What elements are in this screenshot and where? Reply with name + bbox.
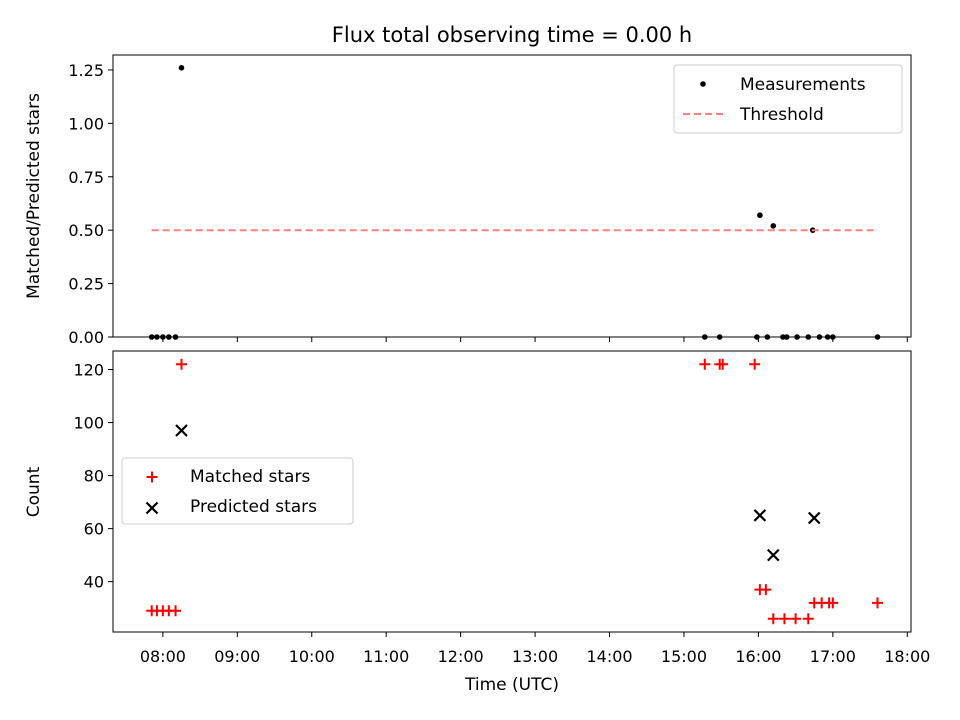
matched-stars-legend-label: Matched stars: [190, 467, 310, 487]
count-y-tick-label: 100: [73, 414, 104, 433]
x-tick-label: 08:00: [140, 647, 186, 666]
chart-title: Flux total observing time = 0.00 h: [332, 23, 692, 47]
matched-stars-point: [778, 613, 790, 625]
matched-stars-point: [699, 358, 711, 370]
predicted-stars-point: [767, 548, 780, 562]
predicted-stars-point: [753, 509, 767, 522]
x-tick-label: 12:00: [438, 647, 484, 666]
ratio-plot-frame: [112, 54, 912, 338]
x-tick-label: 18:00: [884, 647, 930, 666]
count-y-tick-label: 40: [84, 573, 104, 592]
x-tick-label: 17:00: [810, 647, 856, 666]
matched-stars-legend-marker: [146, 471, 158, 483]
x-tick-label: 10:00: [289, 647, 335, 666]
ratio-y-tick-label: 0.50: [68, 221, 104, 240]
matched-stars-point: [790, 613, 802, 625]
measurements-legend-marker: [700, 81, 706, 87]
ratio-y-tick-label: 1.00: [68, 114, 104, 133]
measurements-point: [757, 212, 763, 219]
predicted-stars-point: [175, 424, 188, 437]
ratio-y-tick-label: 0.25: [68, 275, 104, 294]
threshold-legend-label: Threshold: [739, 105, 824, 125]
matched-stars-point: [749, 358, 761, 370]
predicted-stars-legend-marker: [145, 501, 159, 515]
x-tick-label: 15:00: [661, 647, 707, 666]
ratio-legend: Measurements Threshold: [673, 64, 903, 134]
count-panel: Count 08:00 09:00 10:00 11:00 12:00 13:00 14:0…: [24, 350, 930, 666]
measurements-point: [178, 65, 185, 71]
matched-stars-point: [717, 358, 729, 370]
measurements-point: [770, 223, 777, 229]
x-tick-label: 09:00: [214, 647, 260, 666]
count-y-tick-label: 80: [84, 467, 104, 486]
count-plot-frame: [112, 350, 912, 633]
ratio-y-axis-label: Matched/Predicted stars: [24, 93, 44, 299]
count-y-axis-label: Count: [24, 466, 44, 517]
matched-stars-point: [767, 613, 779, 625]
x-tick-label: 16:00: [735, 647, 781, 666]
matched-stars-point: [802, 613, 814, 625]
x-axis-label: Time (UTC): [464, 675, 559, 695]
matched-stars-point: [827, 597, 839, 609]
x-tick-label: 11:00: [363, 647, 409, 666]
count-y-tick-label: 120: [73, 361, 104, 380]
predicted-stars-legend-label: Predicted stars: [190, 497, 317, 517]
ratio-legend-frame: [673, 64, 903, 134]
ratio-y-tick-label: 0.75: [68, 168, 104, 187]
count-legend: Matched stars Predicted stars: [121, 457, 354, 525]
matched-stars-point: [760, 584, 772, 596]
count-y-tick-label: 60: [84, 520, 104, 539]
matched-stars-point: [170, 605, 182, 617]
x-tick-label: 14:00: [586, 647, 632, 666]
ratio-panel: Matched/Predicted stars 0.00 0.25 0.50 0.75…: [24, 54, 912, 347]
ratio-y-tick-label: 0.00: [68, 328, 104, 347]
x-tick-label: 13:00: [512, 647, 558, 666]
count-legend-frame: [121, 457, 354, 525]
predicted-stars-point: [807, 511, 821, 525]
matched-stars-point: [175, 358, 187, 370]
matched-stars-point: [872, 597, 884, 609]
ratio-y-tick-label: 1.25: [68, 61, 104, 80]
measurements-legend-label: Measurements: [740, 75, 866, 95]
